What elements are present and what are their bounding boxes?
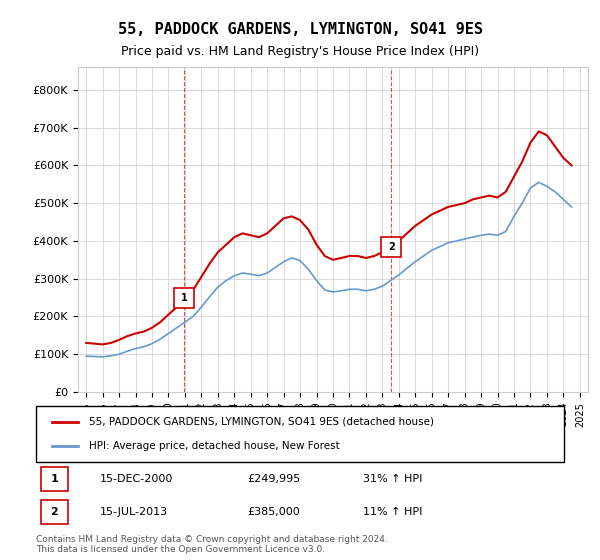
Text: 55, PADDOCK GARDENS, LYMINGTON, SO41 9ES (detached house): 55, PADDOCK GARDENS, LYMINGTON, SO41 9ES… (89, 417, 434, 427)
FancyBboxPatch shape (41, 500, 68, 525)
Text: 15-JUL-2013: 15-JUL-2013 (100, 507, 167, 517)
FancyBboxPatch shape (41, 466, 68, 491)
Text: 2: 2 (50, 507, 58, 517)
Text: 2: 2 (388, 241, 395, 251)
Text: 55, PADDOCK GARDENS, LYMINGTON, SO41 9ES: 55, PADDOCK GARDENS, LYMINGTON, SO41 9ES (118, 22, 482, 38)
Text: Price paid vs. HM Land Registry's House Price Index (HPI): Price paid vs. HM Land Registry's House … (121, 45, 479, 58)
Text: 1: 1 (50, 474, 58, 484)
Text: 11% ↑ HPI: 11% ↑ HPI (364, 507, 423, 517)
FancyBboxPatch shape (36, 406, 564, 462)
Text: 15-DEC-2000: 15-DEC-2000 (100, 474, 173, 484)
Text: £249,995: £249,995 (247, 474, 301, 484)
Text: 1: 1 (181, 292, 188, 302)
Text: Contains HM Land Registry data © Crown copyright and database right 2024.
This d: Contains HM Land Registry data © Crown c… (36, 535, 388, 554)
Text: £385,000: £385,000 (247, 507, 300, 517)
Text: HPI: Average price, detached house, New Forest: HPI: Average price, detached house, New … (89, 441, 340, 451)
Text: 31% ↑ HPI: 31% ↑ HPI (364, 474, 423, 484)
